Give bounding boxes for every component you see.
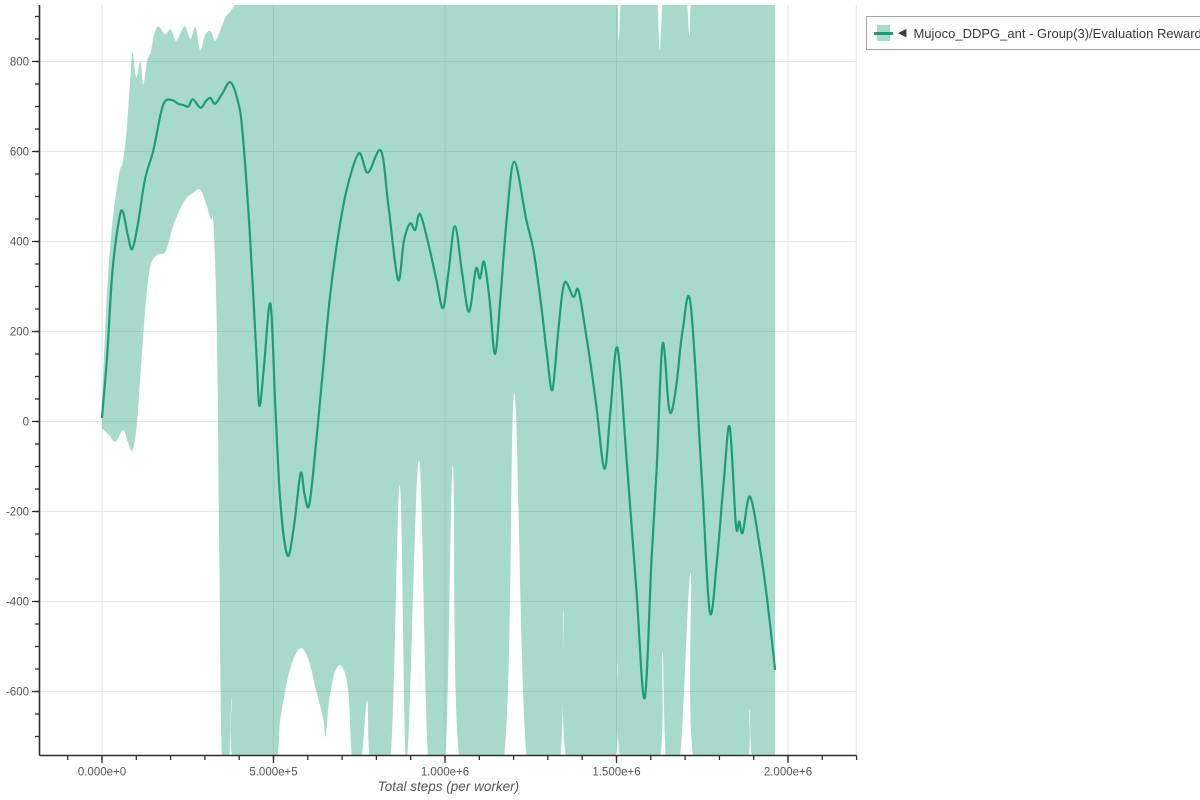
mean-line — [100, 81, 777, 700]
legend-item-evaluation-reward[interactable]: ◀ Mujoco_DDPG_ant - Group(3)/Evaluation … — [866, 16, 1200, 50]
svg-text:1.500e+6: 1.500e+6 — [592, 767, 640, 779]
x-axis-title: Total steps (per worker) — [378, 779, 519, 794]
legend-swatch — [874, 25, 893, 41]
svg-text:200: 200 — [10, 327, 29, 339]
svg-text:800: 800 — [10, 57, 29, 69]
gridlines — [40, 5, 857, 756]
legend-collapse-icon: ◀ — [898, 26, 907, 39]
legend-label: Mujoco_DDPG_ant - Group(3)/Evaluation Re… — [913, 25, 1200, 41]
svg-text:1.000e+6: 1.000e+6 — [421, 767, 469, 779]
svg-text:0: 0 — [23, 417, 29, 429]
tick-marks — [32, 15, 858, 763]
confidence-band — [102, 5, 775, 756]
svg-text:-400: -400 — [6, 597, 29, 609]
svg-text:600: 600 — [10, 147, 29, 159]
svg-text:400: 400 — [10, 237, 29, 249]
axes — [38, 5, 857, 757]
svg-text:-600: -600 — [6, 687, 29, 699]
svg-text:-200: -200 — [6, 507, 29, 519]
y-tick-labels: 800 600 400 200 0 -200 -400 -600 — [6, 57, 29, 699]
legend-line-swatch — [874, 31, 893, 35]
svg-text:2.000e+6: 2.000e+6 — [764, 767, 812, 779]
svg-text:0.000e+0: 0.000e+0 — [78, 767, 126, 779]
x-tick-labels: 0.000e+0 5.000e+5 1.000e+6 1.500e+6 2.000e+6 — [78, 767, 812, 779]
svg-text:5.000e+5: 5.000e+5 — [249, 767, 297, 779]
